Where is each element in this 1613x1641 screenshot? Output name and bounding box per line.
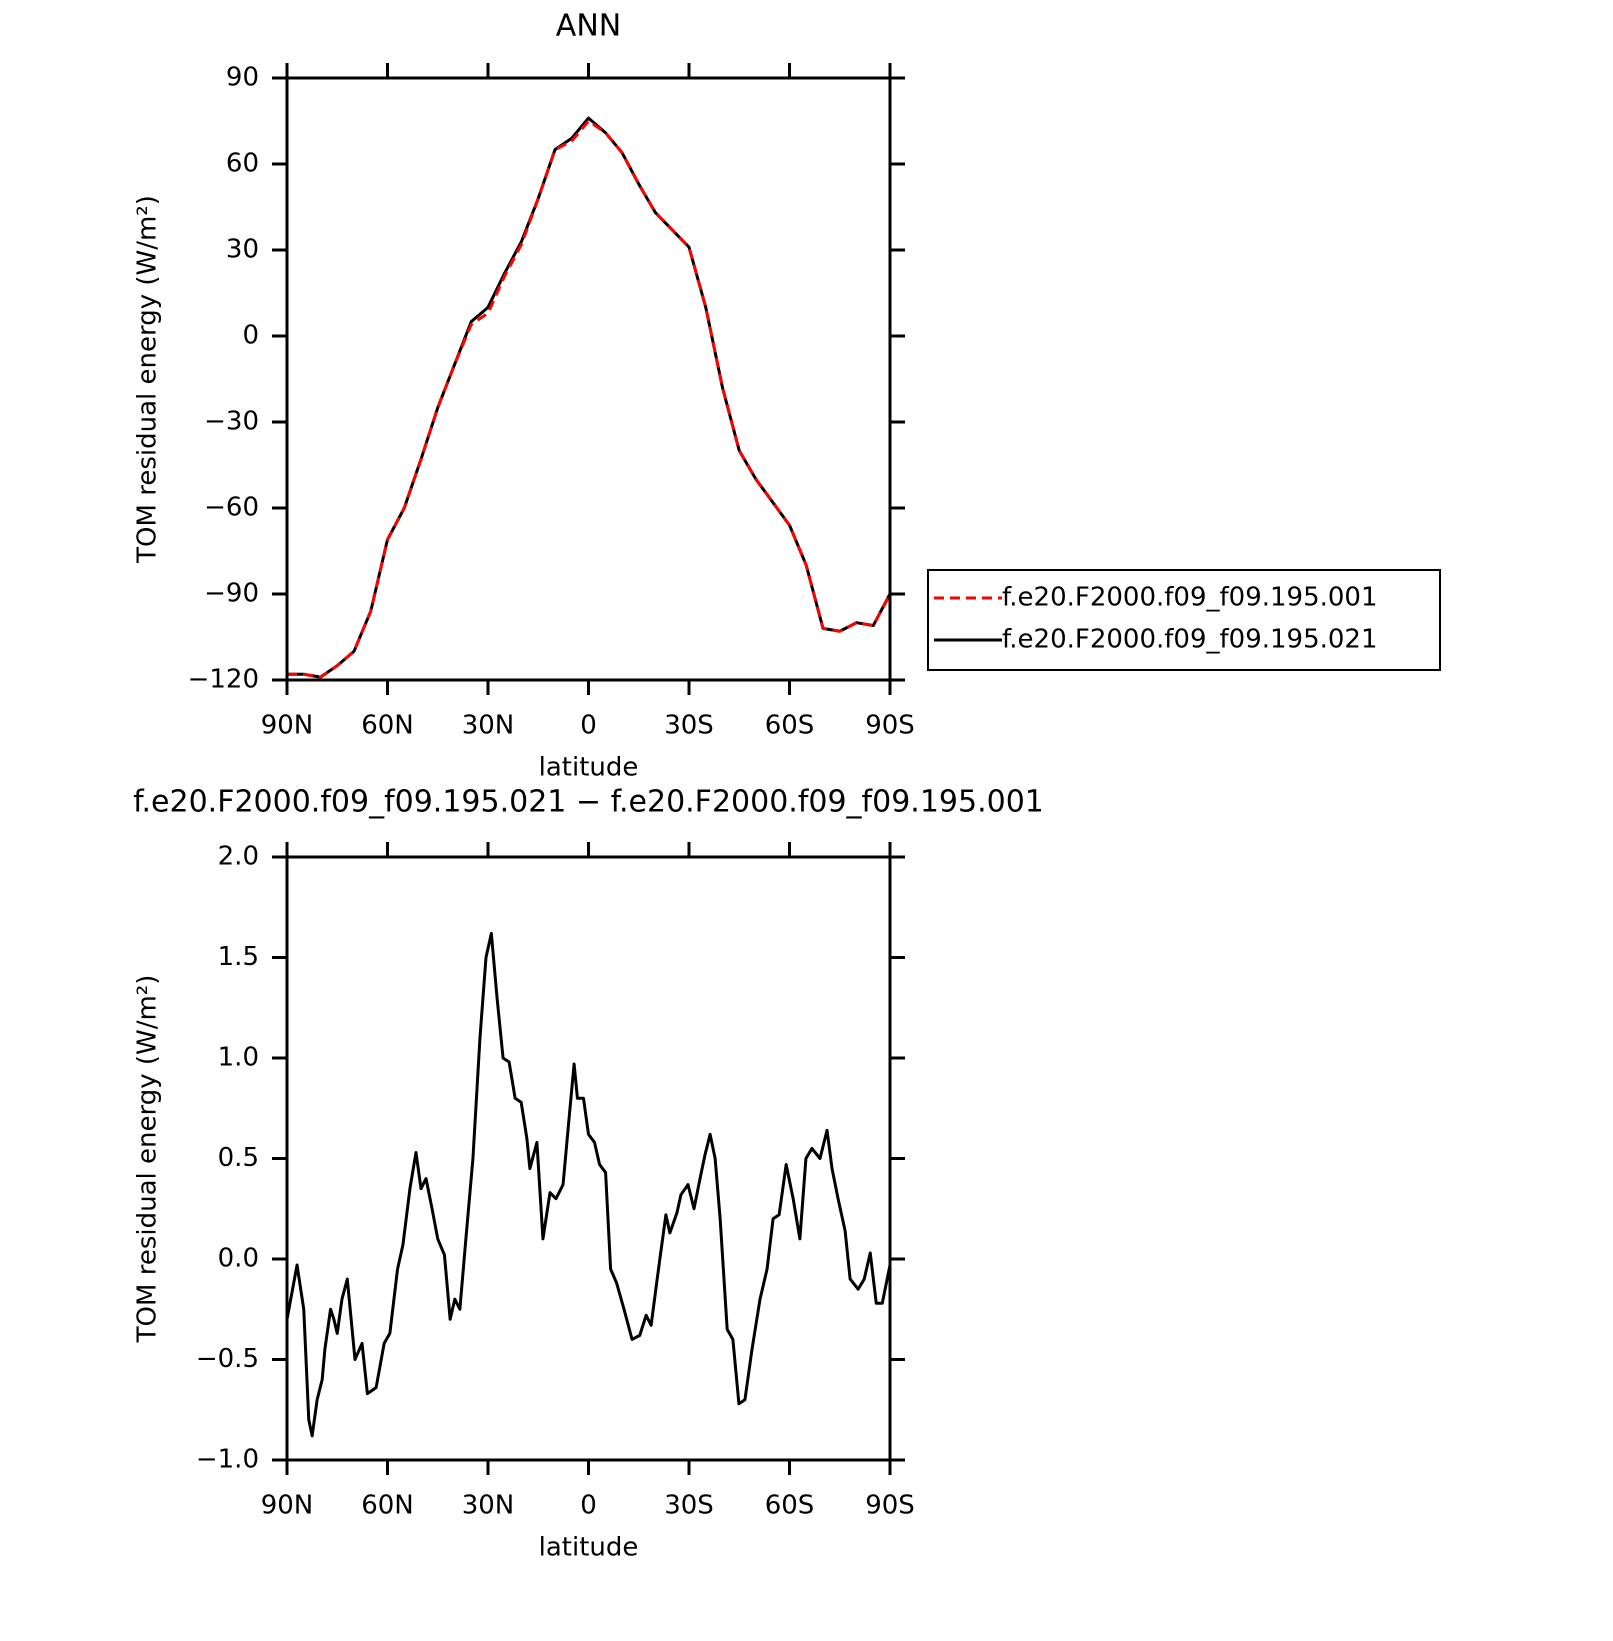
x-tick-label: 30S xyxy=(664,711,714,741)
y-tick-label: 2.0 xyxy=(218,842,259,872)
y-tick-label: −0.5 xyxy=(196,1344,259,1374)
y-tick-label: 0.0 xyxy=(218,1244,259,1274)
data-line xyxy=(285,931,892,1438)
y-axis-label: TOM residual energy (W/m²) xyxy=(133,195,163,564)
x-tick-label: 30N xyxy=(462,1491,515,1521)
y-tick-label: −120 xyxy=(188,665,259,695)
y-tick-label: 0.5 xyxy=(218,1143,259,1173)
y-axis-label: TOM residual energy (W/m²) xyxy=(133,975,163,1344)
data-line xyxy=(287,119,892,679)
chart-title: ANN xyxy=(556,9,621,44)
y-tick-label: −60 xyxy=(204,493,259,523)
plot-frame xyxy=(285,76,892,682)
x-tick-label: 90N xyxy=(261,1491,314,1521)
x-tick-label: 30N xyxy=(462,711,515,741)
legend-label: f.e20.F2000.f09_f09.195.001 xyxy=(1002,583,1378,613)
x-axis-label: latitude xyxy=(539,1533,639,1563)
y-tick-label: 60 xyxy=(226,149,259,179)
plot-frame xyxy=(285,855,892,1462)
x-tick-label: 60N xyxy=(361,711,414,741)
x-tick-label: 0 xyxy=(580,1491,597,1521)
x-tick-label: 60N xyxy=(361,1491,414,1521)
y-tick-label: −1.0 xyxy=(196,1445,259,1475)
x-tick-label: 30S xyxy=(664,1491,714,1521)
x-tick-label: 60S xyxy=(765,1491,815,1521)
y-tick-label: 90 xyxy=(226,63,259,93)
x-tick-label: 90S xyxy=(865,1491,915,1521)
x-tick-label: 90N xyxy=(261,711,314,741)
legend-box xyxy=(927,569,1441,671)
y-tick-label: 30 xyxy=(226,235,259,265)
y-tick-label: 1.5 xyxy=(218,942,259,972)
y-tick-label: 0 xyxy=(242,321,259,351)
legend-label: f.e20.F2000.f09_f09.195.021 xyxy=(1002,625,1378,655)
chart-title: f.e20.F2000.f09_f09.195.021 − f.e20.F200… xyxy=(133,785,1044,820)
x-tick-label: 60S xyxy=(765,711,815,741)
y-tick-label: 1.0 xyxy=(218,1043,259,1073)
x-axis-label: latitude xyxy=(539,753,639,783)
x-tick-label: 90S xyxy=(865,711,915,741)
y-tick-label: −90 xyxy=(204,579,259,609)
y-tick-label: −30 xyxy=(204,407,259,437)
data-line xyxy=(287,116,892,679)
x-tick-label: 0 xyxy=(580,711,597,741)
